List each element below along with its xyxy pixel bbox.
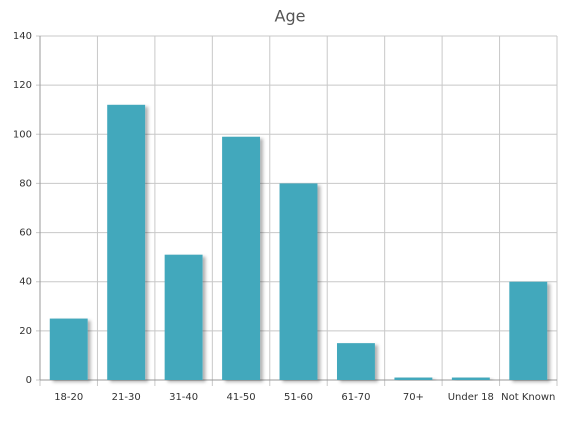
x-tick-label: 51-60: [284, 392, 313, 403]
x-tick-label: 70+: [403, 392, 424, 403]
y-tick-label: 120: [13, 80, 32, 91]
y-tick-label: 100: [13, 129, 32, 140]
bar: [509, 281, 548, 380]
bar: [336, 343, 375, 380]
x-tick-label: 18-20: [54, 392, 83, 403]
x-tick-label: Under 18: [448, 392, 494, 403]
bar: [279, 183, 318, 380]
y-tick-label: 0: [26, 375, 32, 386]
bar: [164, 254, 203, 380]
bar: [451, 377, 490, 380]
bar: [394, 377, 433, 380]
x-tick-label: Not Known: [501, 392, 555, 403]
y-tick-label: 60: [19, 228, 32, 239]
bar: [49, 318, 88, 380]
x-tick-label: 61-70: [341, 392, 370, 403]
chart-title: Age: [275, 7, 306, 26]
x-tick-label: 21-30: [112, 392, 141, 403]
y-tick-label: 40: [19, 277, 32, 288]
y-tick-label: 140: [13, 31, 32, 42]
x-tick-label: 31-40: [169, 392, 198, 403]
y-tick-label: 80: [19, 178, 32, 189]
bar: [222, 136, 261, 380]
y-tick-label: 20: [19, 326, 32, 337]
x-tick-label: 41-50: [227, 392, 256, 403]
bar: [107, 104, 146, 381]
